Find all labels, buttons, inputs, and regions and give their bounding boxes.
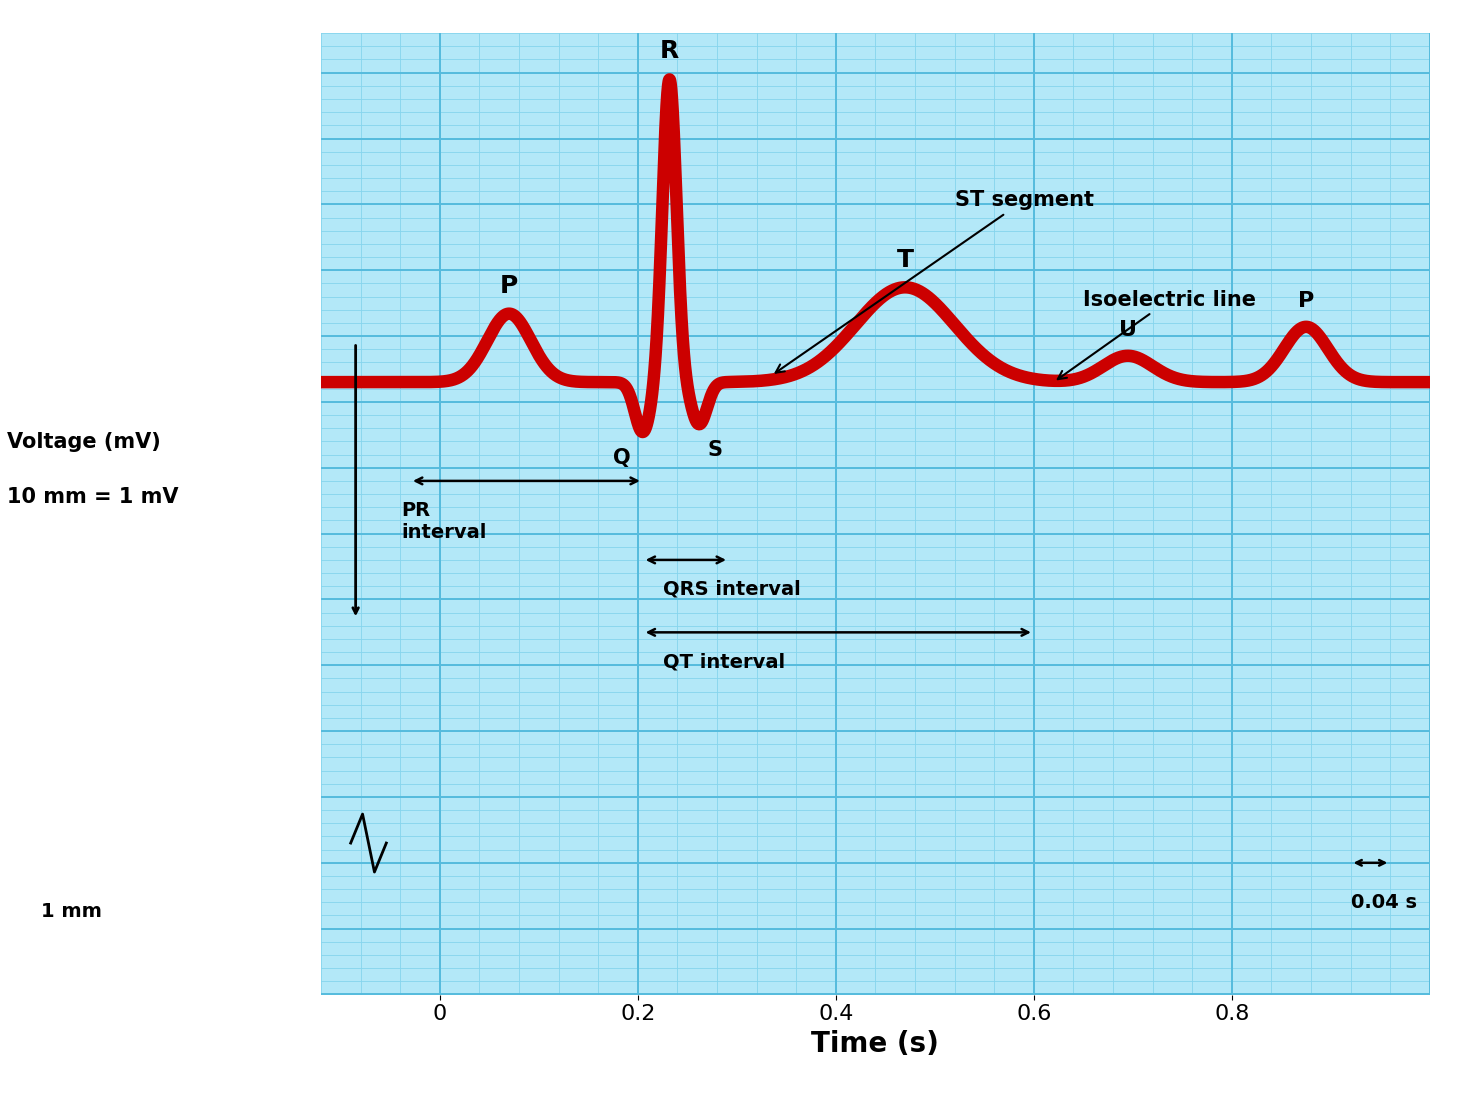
Text: Voltage (mV): Voltage (mV) — [7, 432, 160, 452]
Text: PR
interval: PR interval — [401, 501, 486, 541]
Text: Isoelectric line: Isoelectric line — [1058, 290, 1256, 379]
Text: P: P — [500, 274, 518, 298]
Text: 10 mm = 1 mV: 10 mm = 1 mV — [7, 487, 179, 507]
Text: U: U — [1119, 320, 1137, 340]
Text: R: R — [659, 40, 678, 63]
Text: ST segment: ST segment — [776, 190, 1094, 372]
Text: 0.04 s: 0.04 s — [1351, 893, 1417, 912]
Text: 1 mm: 1 mm — [41, 902, 102, 922]
Text: T: T — [897, 248, 913, 272]
Text: S: S — [708, 440, 722, 460]
Text: QT interval: QT interval — [662, 652, 785, 671]
Text: P: P — [1299, 291, 1315, 311]
X-axis label: Time (s): Time (s) — [811, 1030, 940, 1057]
Text: Q: Q — [613, 448, 630, 469]
Text: QRS interval: QRS interval — [662, 580, 801, 599]
